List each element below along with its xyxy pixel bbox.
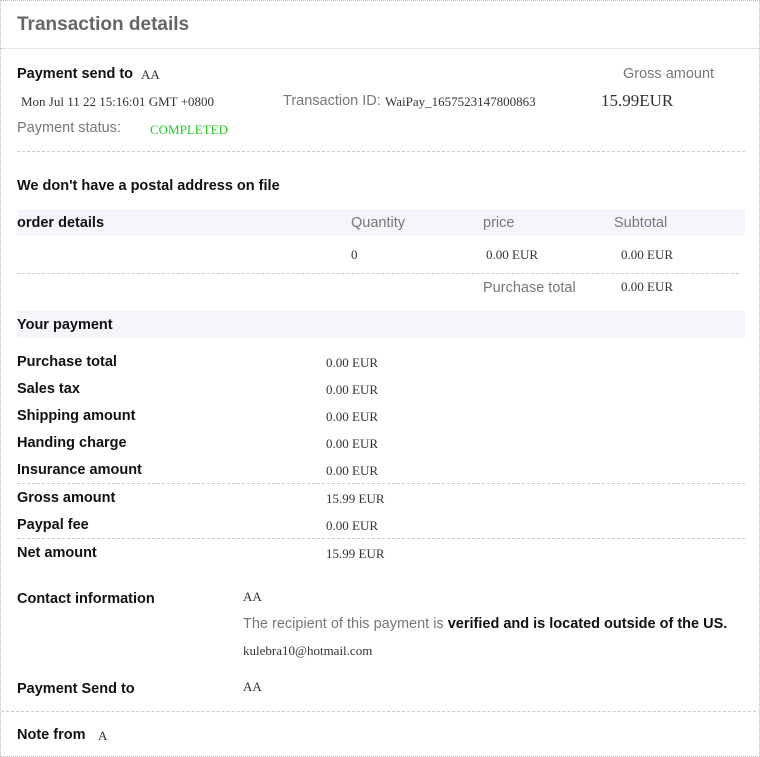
contact-email: kulebra10@hotmail.com xyxy=(243,643,373,658)
divider xyxy=(1,711,759,712)
transaction-id-value: WaiPay_1657523147800863 xyxy=(385,94,536,109)
transaction-date: Mon Jul 11 22 15:16:01 GMT +0800 xyxy=(21,94,214,109)
page-title: Transaction details xyxy=(17,14,190,35)
order-header xyxy=(17,209,745,236)
divider xyxy=(1,48,759,49)
payment-row-label: Handing charge xyxy=(17,435,127,451)
quantity-header: Quantity xyxy=(351,215,405,231)
your-payment-header xyxy=(17,311,745,338)
verification-prefix: The recipient of this payment is xyxy=(243,616,448,632)
payment-row-label: Net amount xyxy=(17,545,97,561)
verification-note: The recipient of this payment is verifie… xyxy=(243,616,727,632)
contact-name: AA xyxy=(243,589,262,604)
payment-row-label: Purchase total xyxy=(17,354,117,370)
payment-row-label: Sales tax xyxy=(17,381,80,397)
payment-row-label: Paypal fee xyxy=(17,517,89,533)
send-to-label: Payment send to xyxy=(17,66,134,82)
payment-row-value: 0.00 EUR xyxy=(326,382,378,397)
payment-row-label: Shipping amount xyxy=(17,408,136,424)
gross-amount-label: Gross amount xyxy=(623,66,715,82)
payment-row-value: 0.00 EUR xyxy=(326,409,378,424)
order-quantity: 0 xyxy=(351,247,358,262)
payment-row-value: 15.99 EUR xyxy=(326,491,385,506)
verification-status: verified and is located outside of the U… xyxy=(447,616,728,632)
payment-row-value: 0.00 EUR xyxy=(326,518,378,533)
payment-row-value: 0.00 EUR xyxy=(326,436,378,451)
send-to-value: AA xyxy=(141,67,160,82)
payment-row-value: 0.00 EUR xyxy=(326,463,378,478)
purchase-total-value: 0.00 EUR xyxy=(621,279,673,294)
payment-row-value: 0.00 EUR xyxy=(326,355,378,370)
note-from-label: Note from xyxy=(17,727,86,743)
gross-amount-value: 15.99EUR xyxy=(601,91,674,110)
payment-row-label: Gross amount xyxy=(17,490,116,506)
purchase-total-label: Purchase total xyxy=(483,280,576,296)
order-details-header: order details xyxy=(17,215,105,231)
divider xyxy=(17,538,745,539)
divider xyxy=(17,483,745,484)
subtotal-header: Subtotal xyxy=(614,215,668,231)
payment-status-label: Payment status: xyxy=(17,120,121,136)
divider xyxy=(17,273,739,274)
payment-row-value: 15.99 EUR xyxy=(326,546,385,561)
price-header: price xyxy=(483,215,515,231)
payment-send-to-label: Payment Send to xyxy=(17,681,135,697)
transaction-id-label: Transaction ID: xyxy=(283,93,381,109)
payment-row-label: Insurance amount xyxy=(17,462,142,478)
payment-send-to-value: AA xyxy=(243,679,262,694)
order-price: 0.00 EUR xyxy=(486,247,538,262)
your-payment-title: Your payment xyxy=(17,317,113,333)
note-from-value: A xyxy=(98,728,108,743)
postal-address-note: We don't have a postal address on file xyxy=(17,178,280,194)
divider xyxy=(17,151,745,152)
order-subtotal: 0.00 EUR xyxy=(621,247,673,262)
contact-info-label: Contact information xyxy=(17,591,155,607)
status-badge: COMPLETED xyxy=(150,122,228,137)
